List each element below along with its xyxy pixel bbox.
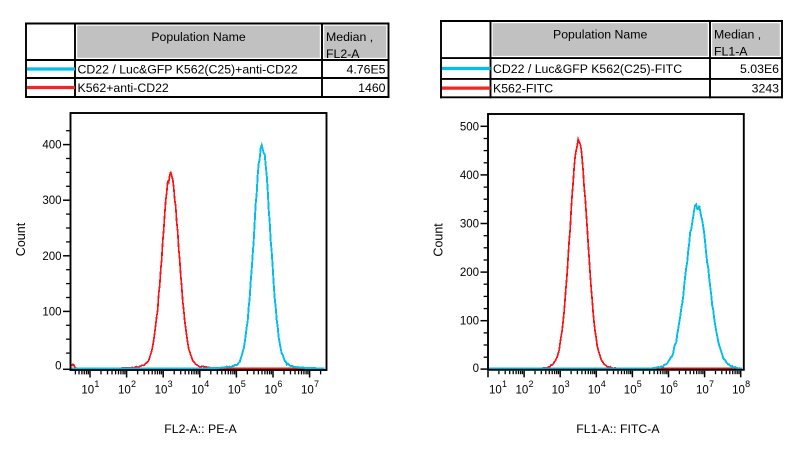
svg-text:7: 7 (314, 379, 319, 389)
svg-text:10: 10 (301, 385, 314, 397)
svg-text:FL2-A: FL2-A (326, 47, 360, 61)
svg-text:400: 400 (42, 140, 61, 152)
svg-text:CD22 / Luc&GFP K562(C25)-FITC: CD22 / Luc&GFP K562(C25)-FITC (493, 62, 682, 76)
svg-text:0: 0 (55, 361, 61, 373)
svg-text:10: 10 (264, 385, 277, 397)
svg-text:500: 500 (460, 121, 479, 133)
svg-text:10: 10 (489, 385, 502, 397)
svg-text:4: 4 (601, 379, 606, 389)
svg-text:3243: 3243 (752, 81, 780, 95)
svg-text:200: 200 (460, 267, 479, 279)
svg-text:5: 5 (637, 379, 642, 389)
svg-text:7: 7 (709, 379, 714, 389)
svg-text:10: 10 (696, 385, 709, 397)
svg-text:8: 8 (745, 379, 750, 389)
svg-text:1: 1 (94, 379, 99, 389)
svg-text:Count: Count (432, 223, 446, 257)
svg-text:400: 400 (460, 170, 479, 182)
svg-text:K562-FITC: K562-FITC (493, 81, 553, 95)
svg-text:200: 200 (42, 251, 61, 263)
svg-text:10: 10 (118, 385, 131, 397)
svg-text:3: 3 (565, 379, 570, 389)
svg-text:5.03E6: 5.03E6 (740, 62, 779, 76)
svg-text:10: 10 (516, 385, 529, 397)
svg-text:Median ,: Median , (714, 28, 761, 42)
svg-text:FL1-A: FL1-A (714, 45, 748, 59)
svg-text:10: 10 (228, 385, 241, 397)
svg-text:10: 10 (155, 385, 168, 397)
svg-text:Median ,: Median , (326, 30, 373, 44)
svg-text:1460: 1460 (358, 81, 386, 95)
svg-text:10: 10 (81, 385, 94, 397)
svg-text:10: 10 (660, 385, 673, 397)
svg-text:2: 2 (131, 379, 136, 389)
svg-text:K562+anti-CD22: K562+anti-CD22 (78, 81, 169, 95)
svg-text:3: 3 (168, 379, 173, 389)
svg-text:Population Name: Population Name (553, 28, 647, 42)
svg-text:Population Name: Population Name (151, 30, 245, 44)
svg-text:10: 10 (191, 385, 204, 397)
svg-text:2: 2 (529, 379, 534, 389)
svg-text:10: 10 (552, 385, 565, 397)
svg-text:1: 1 (502, 379, 507, 389)
svg-text:4.76E5: 4.76E5 (347, 62, 386, 76)
svg-text:10: 10 (732, 385, 745, 397)
svg-text:10: 10 (624, 385, 637, 397)
svg-text:6: 6 (673, 379, 678, 389)
svg-text:10: 10 (588, 385, 601, 397)
svg-text:FL2-A:: PE-A: FL2-A:: PE-A (164, 422, 237, 436)
svg-text:CD22 / Luc&GFP K562(C25)+anti-: CD22 / Luc&GFP K562(C25)+anti-CD22 (78, 62, 298, 76)
svg-text:FL1-A:: FITC-A: FL1-A:: FITC-A (576, 422, 660, 436)
svg-text:4: 4 (204, 379, 209, 389)
svg-text:Count: Count (14, 222, 28, 256)
svg-text:0: 0 (473, 363, 479, 375)
svg-text:100: 100 (42, 306, 61, 318)
svg-text:5: 5 (241, 379, 246, 389)
svg-text:300: 300 (42, 195, 61, 207)
svg-text:6: 6 (277, 379, 282, 389)
svg-text:300: 300 (460, 219, 479, 231)
svg-text:100: 100 (460, 316, 479, 328)
